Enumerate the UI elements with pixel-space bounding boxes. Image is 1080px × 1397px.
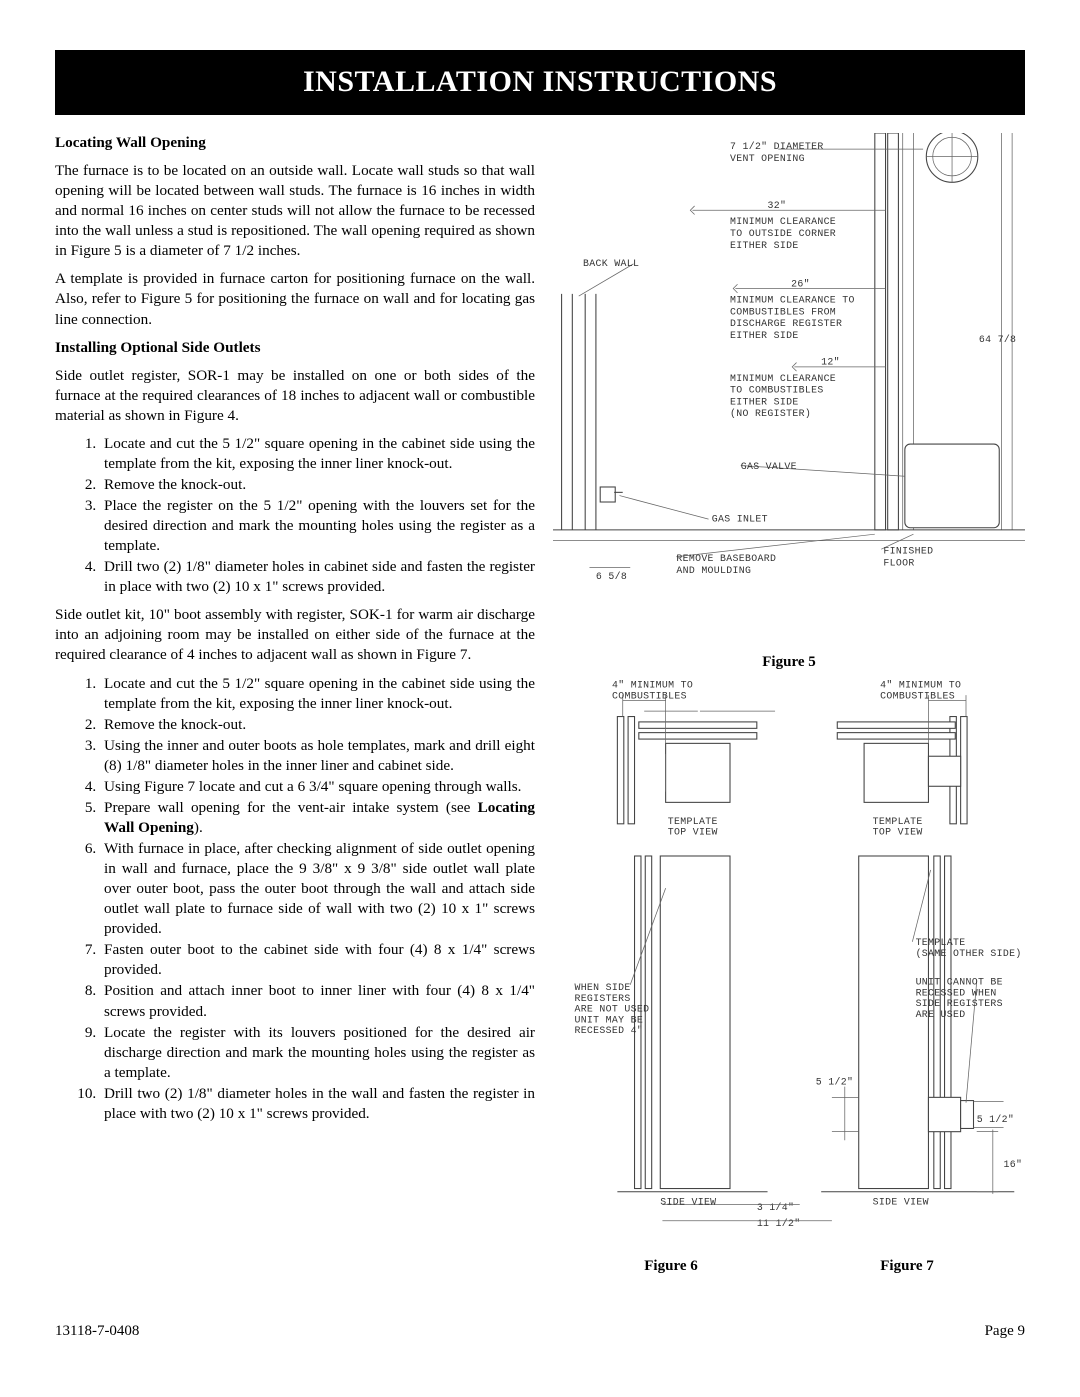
label: EITHER SIDE: [730, 240, 799, 251]
list-item: Locate and cut the 5 1/2" square opening…: [100, 674, 535, 714]
dim-label: 26": [791, 278, 810, 289]
label: UNIT MAY BE: [574, 1014, 643, 1025]
label: RECESSED 4": [574, 1025, 643, 1036]
label: ARE USED: [916, 1008, 966, 1019]
page: INSTALLATION INSTRUCTIONS Locating Wall …: [0, 0, 1080, 1370]
dim-label: 5 1/2": [816, 1076, 853, 1087]
figure-7-caption: Figure 7: [789, 1258, 1025, 1275]
label: VENT OPENING: [730, 153, 805, 164]
label: DISCHARGE REGISTER: [730, 318, 842, 329]
label: TOP VIEW: [873, 826, 923, 837]
list-1: Locate and cut the 5 1/2" square opening…: [55, 434, 535, 598]
para: A template is provided in furnace carton…: [55, 269, 535, 329]
dim-label: 32": [768, 200, 787, 211]
content-columns: Locating Wall Opening The furnace is to …: [55, 133, 1025, 1283]
dim-label: 5 1/2": [977, 1114, 1014, 1125]
label: GAS VALVE: [741, 461, 797, 472]
label: FINISHED: [883, 545, 933, 556]
heading-side-outlets: Installing Optional Side Outlets: [55, 338, 535, 358]
label: 7 1/2" DIAMETER: [730, 141, 824, 152]
label: TEMPLATE: [873, 815, 923, 826]
figure-6-7-diagram: 4" MINIMUM TO COMBUSTIBLES 4" MINIMUM TO…: [553, 679, 1025, 1248]
figure-6-caption: Figure 6: [553, 1258, 789, 1275]
dim-label: 11 1/2": [757, 1218, 801, 1229]
label: REMOVE BASEBOARD: [676, 553, 776, 564]
label: 4" MINIMUM TO: [880, 679, 961, 690]
list-item: With furnace in place, after checking al…: [100, 839, 535, 939]
label: SIDE REGISTERS: [916, 998, 1003, 1009]
label: COMBUSTIBLES FROM: [730, 306, 836, 317]
label: TEMPLATE: [668, 815, 718, 826]
list-item: Drill two (2) 1/8" diameter holes in cab…: [100, 557, 535, 597]
list-item: Using the inner and outer boots as hole …: [100, 736, 535, 776]
label: TO OUTSIDE CORNER: [730, 228, 836, 239]
label: WHEN SIDE: [574, 982, 630, 993]
label: MINIMUM CLEARANCE: [730, 216, 836, 227]
list-item: Using Figure 7 locate and cut a 6 3/4" s…: [100, 777, 535, 797]
label: GAS INLET: [712, 513, 768, 524]
label: EITHER SIDE: [730, 396, 799, 407]
dim-label: 64 7/8: [979, 334, 1016, 345]
para: The furnace is to be located on an outsi…: [55, 161, 535, 261]
label: FLOOR: [883, 557, 914, 568]
dim-label: 3 1/4": [757, 1202, 794, 1213]
label: UNIT CANNOT BE: [916, 976, 1003, 987]
label: TO COMBUSTIBLES: [730, 385, 824, 396]
list-item: Place the register on the 5 1/2" opening…: [100, 496, 535, 556]
label: (SAME OTHER SIDE): [916, 947, 1022, 958]
label: COMBUSTIBLES: [612, 690, 687, 701]
label: TEMPLATE: [916, 937, 966, 948]
dim-label: 16": [1004, 1159, 1023, 1170]
page-footer: 13118-7-0408 Page 9: [55, 1323, 1025, 1340]
figure-5-diagram: 32" 26" 12" 64 7/8 6 5/8: [553, 133, 1025, 643]
list-item: Fasten outer boot to the cabinet side wi…: [100, 940, 535, 980]
list-2: Locate and cut the 5 1/2" square opening…: [55, 674, 535, 1124]
figure-column: 32" 26" 12" 64 7/8 6 5/8: [553, 133, 1025, 1283]
label: 4" MINIMUM TO: [612, 679, 693, 690]
label: TOP VIEW: [668, 826, 718, 837]
list-item: Remove the knock-out.: [100, 715, 535, 735]
label: MINIMUM CLEARANCE: [730, 373, 836, 384]
label: ARE NOT USED: [574, 1003, 649, 1014]
dim-label: 6 5/8: [596, 571, 627, 582]
doc-id: 13118-7-0408: [55, 1323, 139, 1340]
page-number: Page 9: [985, 1323, 1025, 1340]
para: Side outlet kit, 10" boot assembly with …: [55, 605, 535, 665]
label: EITHER SIDE: [730, 330, 799, 341]
heading-locating: Locating Wall Opening: [55, 133, 535, 153]
label: COMBUSTIBLES: [880, 690, 955, 701]
para: Side outlet register, SOR-1 may be insta…: [55, 366, 535, 426]
label: REGISTERS: [574, 992, 630, 1003]
banner-title: INSTALLATION INSTRUCTIONS: [55, 50, 1025, 115]
list-item: Drill two (2) 1/8" diameter holes in the…: [100, 1084, 535, 1124]
label: (NO REGISTER): [730, 408, 811, 419]
list-item: Locate the register with its louvers pos…: [100, 1023, 535, 1083]
list-item: Position and attach inner boot to inner …: [100, 981, 535, 1021]
list-item: Remove the knock-out.: [100, 475, 535, 495]
figure-5-caption: Figure 5: [553, 654, 1025, 671]
label: MINIMUM CLEARANCE TO: [730, 294, 855, 305]
label: SIDE VIEW: [660, 1196, 716, 1207]
list-item: Prepare wall opening for the vent-air in…: [100, 798, 535, 838]
label: AND MOULDING: [676, 565, 751, 576]
list-item: Locate and cut the 5 1/2" square opening…: [100, 434, 535, 474]
text-column: Locating Wall Opening The furnace is to …: [55, 133, 535, 1283]
label: BACK WALL: [583, 258, 639, 269]
dim-label: 12": [821, 357, 840, 368]
label: RECESSED WHEN: [916, 987, 997, 998]
label: SIDE VIEW: [873, 1196, 929, 1207]
